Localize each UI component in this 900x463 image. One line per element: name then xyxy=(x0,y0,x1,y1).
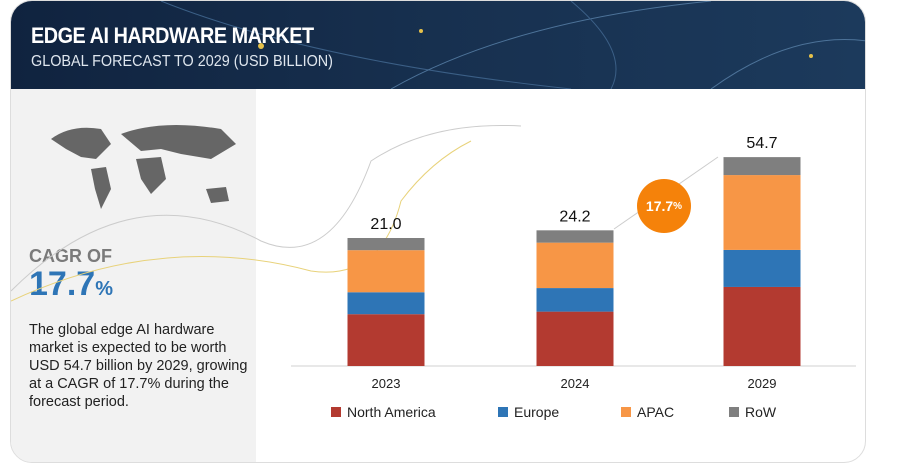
cagr-number: 17.7 xyxy=(29,265,96,303)
legend-label: Europe xyxy=(514,404,560,420)
bar-segment-europe-2029 xyxy=(723,249,801,287)
legend-north-america: North America xyxy=(331,404,436,420)
legend-swatch xyxy=(498,407,508,417)
cagr-value: 17.7% xyxy=(29,265,113,304)
bubble-unit: % xyxy=(673,200,683,212)
legend-apac: APAC xyxy=(621,404,674,420)
summary-panel: CAGR OF 17.7% The global edge AI hardwar… xyxy=(11,89,256,462)
total-label: 21.0 xyxy=(370,216,401,233)
x-tick-label: 2029 xyxy=(748,376,777,391)
bar-segment-apac-2023 xyxy=(347,250,425,293)
legend-row: RoW xyxy=(729,404,776,420)
bar-segment-europe-2024 xyxy=(536,288,614,312)
total-label: 24.2 xyxy=(559,208,590,225)
x-tick-label: 2023 xyxy=(372,376,401,391)
legend-swatch xyxy=(331,407,341,417)
cagr-label: CAGR OF xyxy=(29,246,112,266)
bar-segment-north-america-2024 xyxy=(536,311,614,366)
legend-label: RoW xyxy=(745,404,777,420)
market-description: The global edge AI hardware market is ex… xyxy=(29,322,248,410)
x-tick-label: 2024 xyxy=(561,376,590,391)
chart-subtitle: GLOBAL FORECAST TO 2029 (USD BILLION) xyxy=(31,53,333,70)
legend-swatch xyxy=(621,407,631,417)
legend-europe: Europe xyxy=(498,404,559,420)
legend-swatch xyxy=(729,407,739,417)
header-banner: EDGE AI HARDWARE MARKET GLOBAL FORECAST … xyxy=(11,1,865,89)
bar-segment-apac-2029 xyxy=(723,175,801,250)
legend-label: North America xyxy=(347,404,436,420)
cagr-bubble: 17.7% xyxy=(637,179,691,233)
cagr-unit: % xyxy=(95,278,113,300)
bar-segment-row-2023 xyxy=(347,238,425,251)
stacked-bar-chart: 21.0 2023 24.2 2024 54.7 2029 xyxy=(11,124,856,391)
chart-title: EDGE AI HARDWARE MARKET xyxy=(31,23,314,48)
bar-segment-row-2024 xyxy=(536,230,614,243)
bar-segment-europe-2023 xyxy=(347,292,425,315)
decorative-curve xyxy=(11,140,472,302)
bar-segment-north-america-2023 xyxy=(347,314,425,366)
bar-segment-apac-2024 xyxy=(536,242,614,289)
infographic: EDGE AI HARDWARE MARKET GLOBAL FORECAST … xyxy=(10,0,866,463)
bubble-value: 17.7 xyxy=(645,198,674,214)
bar-segment-north-america-2029 xyxy=(723,286,801,366)
network-lines-decoration xyxy=(160,1,865,89)
bar-segment-row-2029 xyxy=(723,157,801,176)
world-map-icon xyxy=(51,125,236,209)
total-label: 54.7 xyxy=(746,135,777,152)
legend-label: APAC xyxy=(637,404,675,420)
decorative-curve xyxy=(11,124,522,292)
